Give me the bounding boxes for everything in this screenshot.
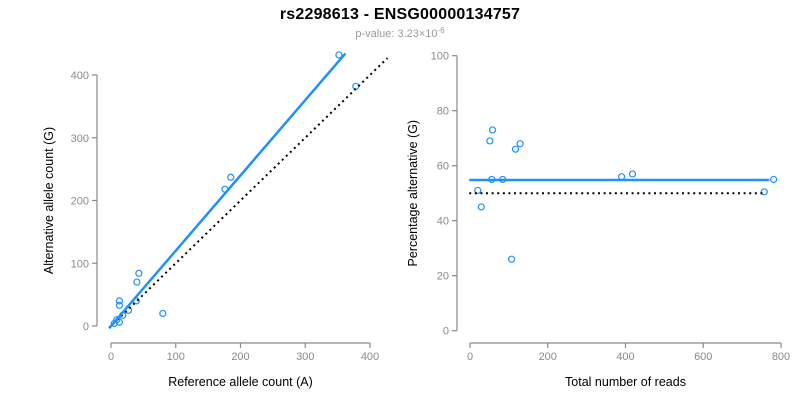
right-scatter-plot: 0 20 40 60 80 100 0 200 400 600 800 Total number of… xyxy=(406,51,790,389)
fit-line xyxy=(108,52,347,330)
data-point xyxy=(628,170,637,178)
p-value-label: p-value: xyxy=(355,28,395,40)
x-axis-tick-label: 400 xyxy=(616,351,634,363)
data-point xyxy=(335,51,343,59)
x-axis-tick-label: 0 xyxy=(108,351,114,363)
data-point xyxy=(135,269,143,277)
data-point xyxy=(115,301,124,309)
x-axis-tick-label: 100 xyxy=(167,351,185,363)
reference-line xyxy=(108,57,389,329)
x-axis-tick-label: 200 xyxy=(231,351,249,363)
x-axis-tick-label: 600 xyxy=(694,351,712,363)
data-point xyxy=(770,175,778,184)
figure-title: rs2298613 - ENSG00000134757 xyxy=(279,6,521,23)
data-point xyxy=(352,82,360,90)
p-value-subtitle: p-value: 3.23×10-6 xyxy=(0,26,800,40)
p-value-multiplier: ×10 xyxy=(418,28,438,40)
data-point xyxy=(133,278,141,286)
y-axis-title: Alternative allele count (G) xyxy=(42,127,56,274)
left-scatter-plot: 0 100 200 300 400 0 100 200 300 400 Reference alle… xyxy=(42,51,389,389)
y-axis-tick-label: 400 xyxy=(71,70,89,82)
x-axis-tick-label: 300 xyxy=(296,351,314,363)
data-point xyxy=(159,309,167,318)
data-point xyxy=(507,255,516,263)
data-point xyxy=(511,145,520,153)
y-axis-tick-label: 0 xyxy=(443,326,449,338)
y-axis-title: Percentage alternative (G) xyxy=(406,120,420,267)
data-point xyxy=(477,203,485,211)
y-axis-tick-label: 80 xyxy=(437,106,449,118)
x-axis-tick-label: 200 xyxy=(539,351,557,363)
data-point xyxy=(488,126,497,134)
y-axis-tick-label: 100 xyxy=(71,258,89,270)
data-point xyxy=(227,173,235,181)
x-axis-tick-label: 800 xyxy=(772,351,790,363)
y-axis-tick-label: 40 xyxy=(437,216,449,228)
x-axis-title: Total number of reads xyxy=(565,375,686,389)
y-axis-tick-label: 200 xyxy=(71,196,89,208)
data-point xyxy=(486,137,494,145)
x-axis-tick-label: 400 xyxy=(361,351,379,363)
x-axis-tick-label: 0 xyxy=(467,351,473,363)
y-axis-tick-label: 20 xyxy=(437,271,449,283)
data-point xyxy=(115,297,124,305)
data-point xyxy=(516,140,524,148)
y-axis-tick-label: 60 xyxy=(437,161,449,173)
y-axis-tick-label: 300 xyxy=(71,133,89,145)
y-axis-tick-label: 100 xyxy=(431,51,449,63)
data-point xyxy=(474,186,482,195)
data-point xyxy=(760,188,768,196)
data-point xyxy=(115,318,124,326)
x-axis-title: Reference allele count (A) xyxy=(168,375,313,389)
p-value-exponent: -6 xyxy=(437,26,445,35)
p-value-mantissa: 3.23 xyxy=(397,28,419,40)
y-axis-tick-label: 0 xyxy=(83,321,89,333)
